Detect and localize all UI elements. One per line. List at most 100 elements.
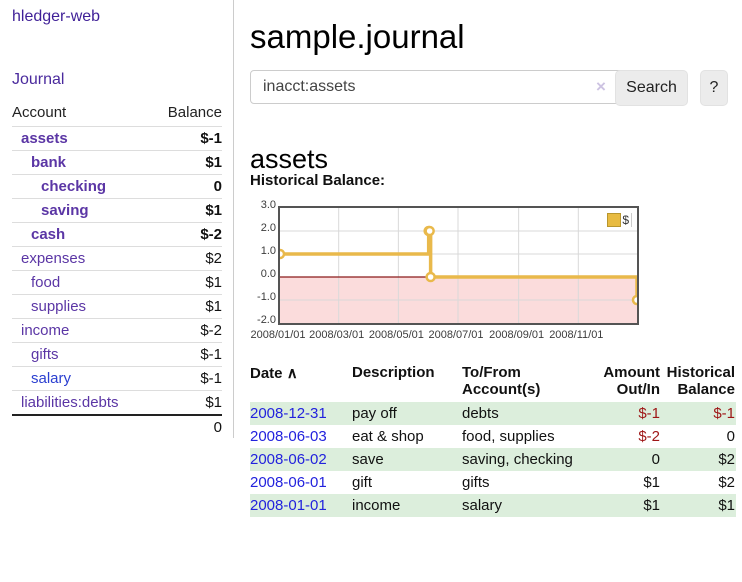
sidebar-col-account: Account (12, 104, 67, 121)
y-axis-tick-label: 0.0 (260, 268, 276, 280)
sidebar-account-link[interactable]: gifts (31, 346, 59, 363)
x-axis-tick-label: 2008/11/01 (549, 329, 604, 341)
transaction-date-link[interactable]: 2008-06-03 (250, 428, 327, 445)
transaction-accounts: saving, checking (462, 451, 573, 468)
transaction-description: pay off (352, 405, 397, 422)
sidebar-account-balance: $1 (151, 270, 222, 295)
column-header-description: Description (352, 364, 435, 381)
transaction-row: 2008-06-02 save saving, checking 0 $2 (250, 448, 736, 471)
sidebar-account-balance: $-1 (151, 126, 222, 151)
chart-legend: $ (607, 213, 632, 227)
sidebar-account-balance: $1 (151, 150, 222, 175)
transaction-amount: $-1 (638, 405, 660, 422)
register-header-row: Date ∧ Description To/From Account(s) Am… (250, 362, 736, 402)
transaction-amount: $-2 (638, 428, 660, 445)
sidebar-account-row: gifts $-1 (12, 342, 222, 367)
sidebar-account-row: supplies $1 (12, 294, 222, 319)
column-header-amount: Amount Out/In (603, 364, 660, 398)
sidebar-total-value: 0 (151, 414, 222, 439)
transaction-date-link[interactable]: 2008-12-31 (250, 405, 327, 422)
sidebar-account-link[interactable]: expenses (21, 250, 86, 267)
page-title: sample.journal (250, 18, 465, 56)
sidebar-account-row: saving $1 (12, 198, 222, 223)
column-header-balance: Historical Balance (666, 364, 735, 398)
transaction-balance: 0 (726, 428, 735, 445)
sidebar-account-link[interactable]: assets (21, 130, 68, 147)
sidebar-account-balance: $-1 (151, 342, 222, 367)
sidebar-account-link[interactable]: liabilities:debts (21, 394, 119, 411)
x-axis-tick-label: 2008/09/01 (489, 329, 545, 341)
sidebar-account-balance: 0 (151, 174, 222, 199)
sidebar-account-row: income $-2 (12, 318, 222, 343)
legend-label: $ (622, 213, 629, 227)
transaction-amount: 0 (651, 451, 660, 468)
legend-swatch-icon (607, 213, 622, 227)
sidebar-account-link[interactable]: bank (31, 154, 67, 171)
sidebar-account-balance: $1 (151, 198, 222, 223)
search-input[interactable] (250, 70, 632, 104)
sidebar-account-balance: $1 (151, 294, 222, 319)
sidebar-account-link[interactable]: saving (41, 202, 89, 219)
transaction-row: 2008-06-03 eat & shop food, supplies $-2 0 (250, 425, 736, 448)
y-axis-tick-label: 3.0 (260, 199, 276, 211)
y-axis-tick-label: 2.0 (260, 222, 276, 234)
transaction-description: save (352, 451, 384, 468)
app-brand-link[interactable]: hledger-web (12, 8, 101, 25)
sidebar-account-balance: $-2 (151, 222, 222, 247)
sidebar-account-balance: $1 (151, 390, 222, 415)
sidebar-account-row: cash $-2 (12, 222, 222, 247)
sidebar-account-row: bank $1 (12, 150, 222, 175)
sidebar-divider (233, 0, 234, 438)
transaction-description: eat & shop (352, 428, 424, 445)
sidebar-total-row: 0 (12, 414, 222, 439)
sidebar-account-balance: $-1 (151, 366, 222, 391)
chart-canvas (280, 208, 637, 323)
y-axis-tick-label: -1.0 (257, 291, 276, 303)
transaction-row: 2008-12-31 pay off debts $-1 $-1 (250, 402, 736, 425)
sidebar-accounts-table: Account Balance assets $-1 bank $1 checking 0… (12, 100, 222, 439)
sidebar-account-balance: $-2 (151, 318, 222, 343)
sidebar-account-link[interactable]: food (31, 274, 61, 291)
transaction-description: income (352, 497, 401, 514)
sidebar-account-row: liabilities:debts $1 (12, 390, 222, 415)
y-axis-tick-label: 1.0 (260, 245, 276, 257)
account-heading: assets (250, 144, 329, 175)
historical-balance-chart: 3.0 2.0 1.0 0.0 -1.0 -2.0 $ 2008/01/01 2008/03… (250, 199, 742, 350)
register-table: Date ∧ Description To/From Account(s) Am… (250, 362, 736, 517)
x-axis-tick-label: 2008/07/01 (428, 329, 484, 341)
transaction-accounts: food, supplies (462, 428, 555, 445)
transaction-accounts: debts (462, 405, 499, 422)
chart-title: Historical Balance: (250, 172, 386, 189)
column-header-date[interactable]: Date ∧ (250, 365, 298, 382)
sidebar-account-row: checking 0 (12, 174, 222, 199)
sidebar-item-journal[interactable]: Journal (12, 71, 65, 88)
sidebar-account-link[interactable]: checking (41, 178, 107, 195)
transaction-row: 2008-01-01 income salary $1 $1 (250, 494, 736, 517)
transaction-row: 2008-06-01 gift gifts $1 $2 (250, 471, 736, 494)
sidebar-account-link[interactable]: cash (31, 226, 66, 243)
transaction-balance: $1 (718, 497, 735, 514)
sidebar-account-row: expenses $2 (12, 246, 222, 271)
transaction-amount: $1 (643, 497, 660, 514)
transaction-date-link[interactable]: 2008-01-01 (250, 497, 327, 514)
sidebar-account-row: salary $-1 (12, 366, 222, 391)
transaction-accounts: salary (462, 497, 503, 514)
transaction-date-link[interactable]: 2008-06-01 (250, 474, 327, 491)
sort-ascending-icon: ∧ (286, 365, 298, 382)
sidebar-account-link[interactable]: supplies (31, 298, 87, 315)
x-axis-tick-label: 2008/03/01 (309, 329, 365, 341)
transaction-date-link[interactable]: 2008-06-02 (250, 451, 327, 468)
column-header-accounts: To/From Account(s) (462, 364, 541, 398)
sidebar-col-balance: Balance (167, 104, 222, 121)
sidebar-account-link[interactable]: salary (31, 370, 72, 387)
sidebar-account-link[interactable]: income (21, 322, 70, 339)
transaction-balance: $2 (718, 451, 735, 468)
x-axis-tick-label: 2008/01/01 (250, 329, 306, 341)
x-axis-tick-label: 2008/05/01 (368, 329, 424, 341)
help-button[interactable]: ? (700, 70, 728, 106)
search-button[interactable]: Search (615, 70, 688, 106)
clear-search-icon[interactable]: × (596, 77, 606, 96)
transaction-description: gift (352, 474, 373, 491)
sidebar-account-row: assets $-1 (12, 126, 222, 151)
transaction-balance: $2 (718, 474, 735, 491)
